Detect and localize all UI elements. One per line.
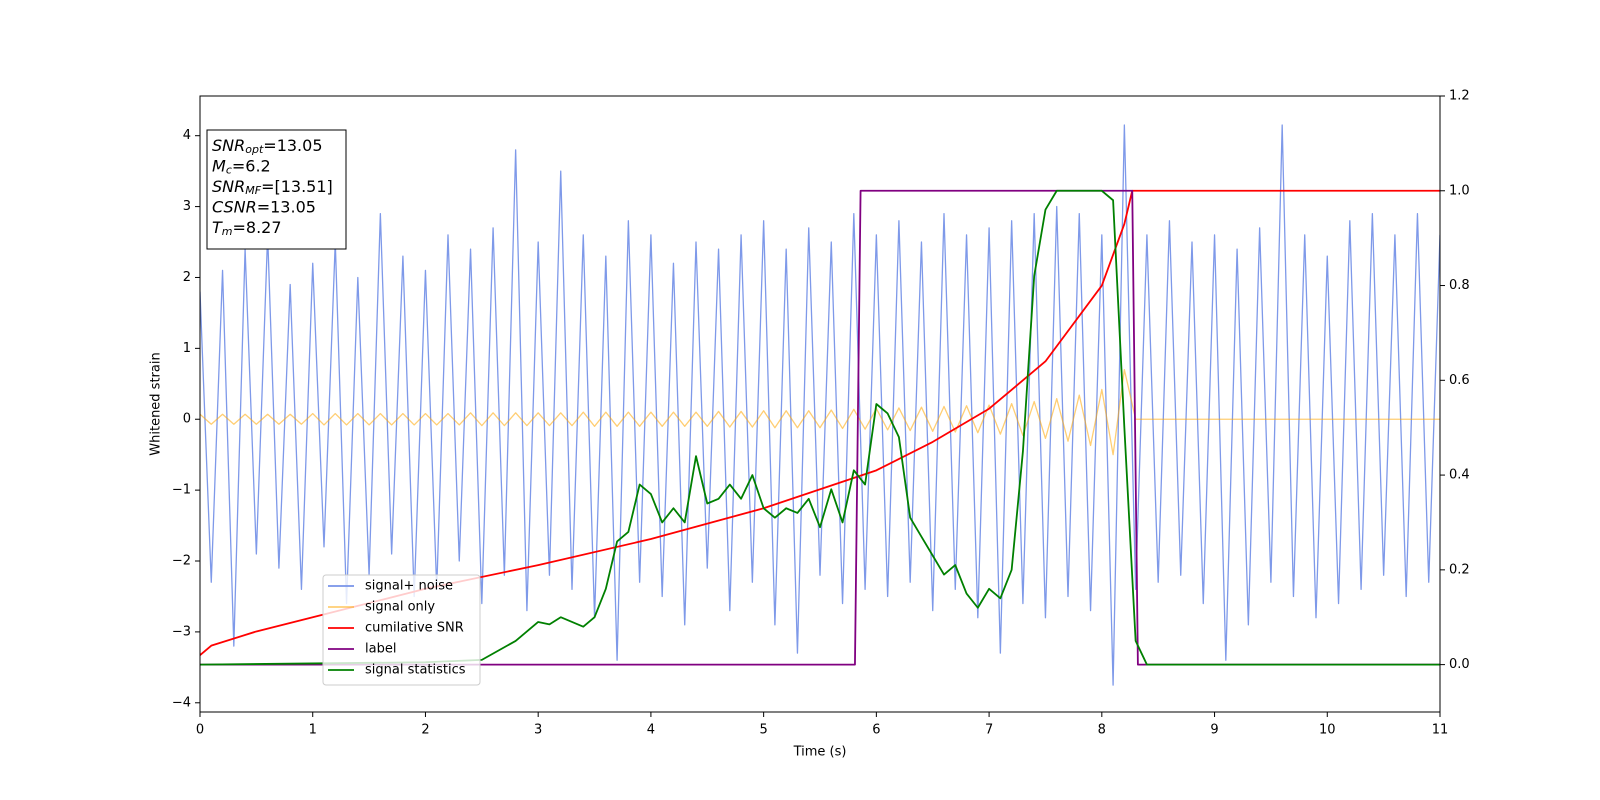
annotation-symbol: SNR — [212, 136, 245, 155]
y2-tick-label: 0.2 — [1449, 562, 1470, 577]
y2-tick-label: 0.8 — [1449, 278, 1470, 293]
annotation: SNRMF=[13.51] — [212, 177, 333, 198]
annotation-value: =[13.51] — [261, 177, 333, 196]
y-tick-label: −1 — [172, 483, 191, 498]
annotation-value: =13.05 — [263, 136, 322, 155]
y-axis-label: Whitened strain — [149, 352, 164, 455]
x-tick-label: 0 — [196, 723, 204, 738]
x-tick-label: 1 — [309, 723, 317, 738]
y-tick-label: −3 — [172, 624, 191, 639]
y-tick-label: 3 — [183, 199, 191, 214]
y2-tick-label: 0.0 — [1449, 657, 1470, 672]
y-tick-label: 2 — [183, 270, 191, 285]
legend-label: cumilative SNR — [365, 621, 464, 636]
x-tick-label: 9 — [1210, 723, 1218, 738]
axes-frame — [199, 95, 1441, 713]
legend-label: label — [365, 642, 396, 657]
x-tick-label: 4 — [647, 723, 655, 738]
y-tick-label: −4 — [172, 695, 191, 710]
y-tick-label: 0 — [183, 412, 191, 427]
annotation: Mc=6.2 — [212, 156, 271, 177]
x-tick-label: 3 — [534, 723, 542, 738]
y2-tick-label: 1.0 — [1449, 183, 1470, 198]
annotation-subscript: m — [222, 225, 233, 238]
x-tick-label: 8 — [1098, 723, 1106, 738]
y2-tick-label: 1.2 — [1449, 89, 1470, 104]
series-line — [200, 189, 1440, 656]
y-tick-label: −2 — [172, 554, 191, 569]
annotation: SNRopt=13.05 — [212, 136, 323, 157]
x-tick-label: 5 — [759, 723, 767, 738]
annotation-symbol: T — [212, 218, 223, 237]
annotation: Tm=8.27 — [212, 218, 282, 239]
x-tick-label: 7 — [985, 723, 993, 738]
legend-box — [322, 574, 481, 686]
annotation-symbol: CSNR — [212, 197, 257, 216]
y-tick-label: 4 — [183, 128, 191, 143]
x-tick-label: 11 — [1432, 723, 1449, 738]
y2-tick-label: 0.6 — [1449, 373, 1470, 388]
annotation-subscript: c — [226, 164, 232, 177]
annotation: CSNR=13.05 — [212, 197, 316, 216]
x-axis-label: Time (s) — [793, 745, 847, 760]
annotation-subscript: opt — [245, 143, 264, 156]
x-tick-label: 6 — [872, 723, 880, 738]
series-line — [200, 124, 1440, 686]
annotation-symbol: M — [212, 156, 226, 175]
annotation-value: =8.27 — [233, 218, 282, 237]
legend-label: signal statistics — [365, 663, 466, 678]
y-tick-label: 1 — [183, 341, 191, 356]
series-line — [200, 189, 1440, 666]
plot-area — [200, 124, 1440, 686]
legend-label: signal only — [365, 600, 435, 615]
annotation-box — [206, 129, 347, 250]
annotation-value: =13.05 — [257, 197, 316, 216]
x-tick-label: 2 — [421, 723, 429, 738]
x-tick-label: 10 — [1319, 723, 1336, 738]
annotation-value: =6.2 — [232, 156, 271, 175]
annotation-symbol: SNR — [212, 177, 245, 196]
y2-tick-label: 0.4 — [1449, 468, 1470, 483]
legend-label: signal+ noise — [365, 579, 453, 594]
annotation-subscript: MF — [245, 184, 261, 197]
series-line — [200, 368, 1440, 456]
